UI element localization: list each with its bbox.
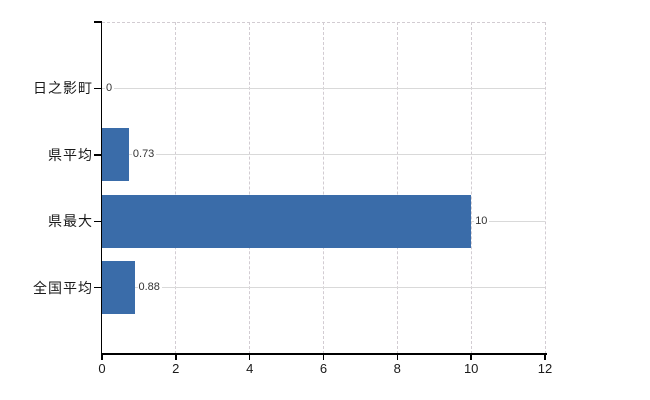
y-tick [94, 87, 101, 90]
bar [102, 261, 135, 315]
bar [102, 128, 129, 182]
x-tick [175, 354, 177, 360]
category-label: 県最大 [48, 213, 93, 230]
x-tick-label: 2 [172, 361, 180, 376]
y-axis-line [100, 21, 103, 355]
x-tick-label: 10 [463, 361, 479, 376]
x-tick [544, 354, 546, 360]
category-label: 全国平均 [33, 279, 93, 296]
x-tick [396, 354, 399, 360]
bar-value-label: 10 [474, 214, 490, 228]
x-tick [248, 354, 251, 360]
h-gridline [102, 287, 545, 289]
v-gridline [175, 22, 177, 354]
x-tick-label: 8 [393, 361, 401, 376]
bar-value-label: 0 [105, 81, 115, 95]
x-tick-label: 12 [537, 361, 553, 376]
v-gridline [249, 22, 251, 354]
x-tick [470, 354, 472, 360]
category-label: 県平均 [48, 146, 93, 163]
y-tick [94, 154, 101, 156]
bar-value-label: 0.88 [137, 281, 162, 295]
x-axis-line [100, 353, 547, 355]
x-tick [322, 354, 325, 360]
x-tick-label: 6 [319, 361, 328, 376]
y-tick [94, 220, 101, 222]
v-gridline [396, 22, 398, 354]
h-gridline [102, 154, 545, 156]
y-tick [94, 286, 101, 289]
y-axis-top-tick [94, 21, 101, 23]
v-gridline [323, 22, 324, 354]
h-gridline [102, 87, 545, 89]
bar-value-label: 0.73 [131, 148, 157, 162]
plot-top-border [102, 21, 545, 23]
x-tick-label: 4 [246, 361, 254, 376]
category-label: 日之影町 [33, 80, 93, 97]
v-gridline [544, 22, 546, 354]
x-tick [101, 354, 103, 360]
x-tick-label: 0 [98, 361, 106, 376]
bar [102, 194, 472, 248]
v-gridline [470, 22, 472, 354]
